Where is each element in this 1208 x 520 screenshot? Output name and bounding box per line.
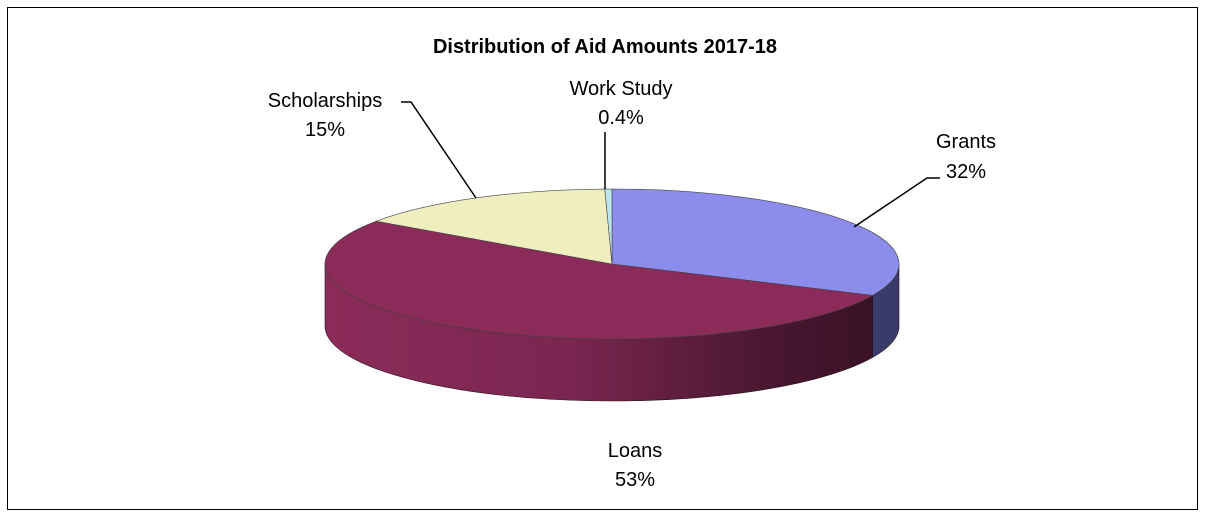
label-loans-percent: 53%	[615, 469, 655, 491]
pie-chart: Distribution of Aid Amounts 2017-18 Work…	[268, 36, 996, 491]
label-group: Work Study 0.4% Grants 32% Scholarships 15% Lo…	[268, 78, 996, 491]
label-grants-percent: 32%	[946, 161, 986, 183]
label-scholarships: Scholarships	[268, 90, 383, 112]
label-work-study: Work Study	[570, 78, 673, 100]
pie-slice-loans	[324, 220, 874, 340]
label-loans: Loans	[608, 440, 663, 462]
leader-grants	[853, 177, 940, 228]
chart-frame: Distribution of Aid Amounts 2017-18 Work…	[7, 7, 1198, 510]
pie-slice-work-study	[604, 188, 613, 265]
label-grants: Grants	[936, 131, 996, 153]
pie-group	[324, 188, 900, 402]
chart-title: Distribution of Aid Amounts 2017-18	[433, 36, 777, 58]
label-scholarships-percent: 15%	[305, 119, 345, 141]
pie-slice-grants	[611, 188, 900, 296]
label-work-study-percent: 0.4%	[598, 107, 644, 129]
leader-scholarships	[401, 101, 477, 199]
